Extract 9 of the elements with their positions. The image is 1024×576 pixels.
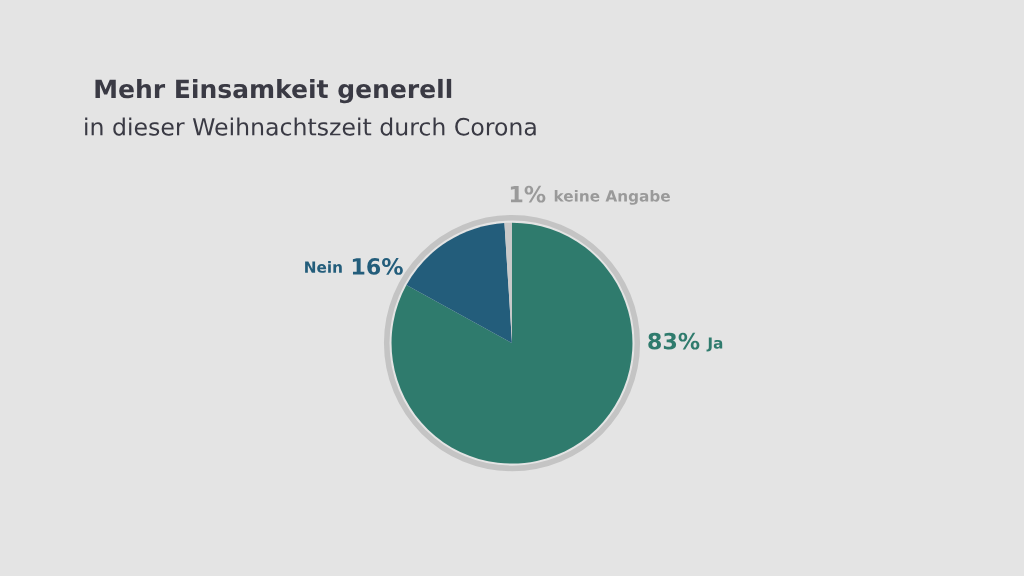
slice-label: keine Angabe	[554, 189, 670, 205]
chart-subtitle: in dieser Weihnachtszeit durch Corona	[85, 117, 536, 136]
data-label: 16%	[352, 258, 403, 275]
slice-label: Nein	[305, 261, 342, 273]
slice-label: Ja	[706, 337, 723, 352]
chart-title: Mehr Einsamkeit generell	[95, 78, 452, 104]
data-label: 1%	[510, 185, 546, 203]
pie-slice	[406, 222, 512, 344]
data-label: 83%	[648, 332, 700, 350]
